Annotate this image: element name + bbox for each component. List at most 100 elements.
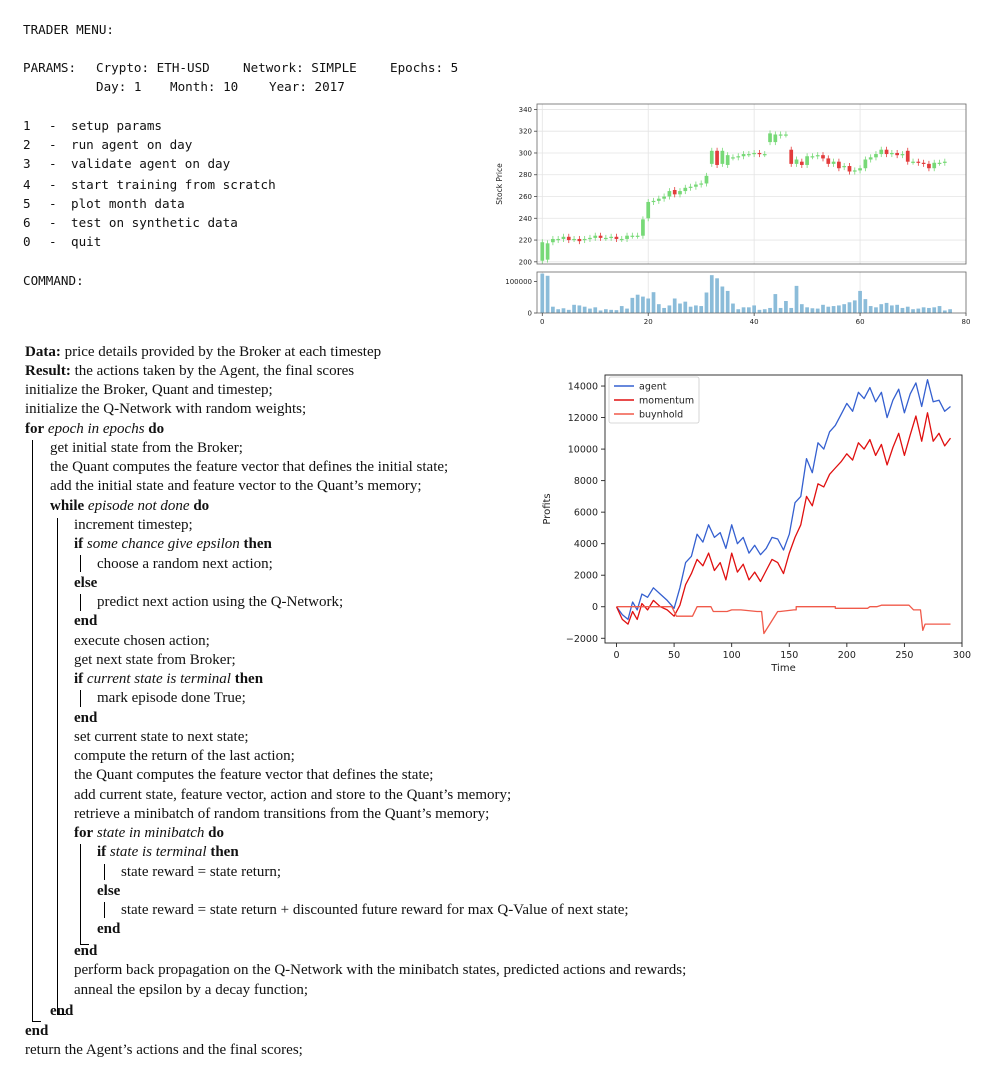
param-year: Year: 2017 [269,79,345,94]
volume-bar [614,310,619,313]
volume-bar [863,299,868,313]
keyword-do: do [193,498,210,514]
option-label: validate agent on day [71,156,231,171]
price-ytick-label: 260 [519,193,532,201]
candle [731,157,735,159]
option-number: 0 [23,234,31,249]
xtick-label: 150 [780,650,798,661]
algo-line: perform back propagation on the Q-Networ… [74,962,687,978]
volume-bar [874,307,878,313]
algo-line: choose a random next action; [97,556,273,572]
volume-bar [784,301,788,313]
volume-bar [757,309,762,313]
candle [609,236,614,238]
candle [794,159,799,164]
candle [694,184,698,187]
keyword-if: if [74,536,84,552]
volume-bar [794,285,799,313]
candle [741,154,746,157]
volume-bar [683,301,688,313]
candle [905,150,910,162]
volume-bar [789,307,794,313]
algo-line: state reward = state return; [121,864,282,880]
candle [752,152,757,155]
series-line-agent [615,379,951,621]
algo-line: initialize the Broker, Quant and timeste… [25,382,273,398]
volume-bar [731,303,735,313]
candle [842,166,847,168]
candle [725,155,730,165]
volume-bar [651,292,656,313]
result-text: the actions taken by the Agent, the fina… [70,363,355,379]
volume-bar [916,308,921,313]
ytick-label: 8000 [574,476,598,487]
option-number: 6 [23,215,31,230]
xtick-label: 300 [953,650,971,661]
option-label: test on synthetic data [71,215,238,230]
xtick-label: 100 [723,650,741,661]
volume-bar [805,307,809,313]
volume-bar [746,307,751,313]
candle [868,157,873,160]
volume-bar [879,304,884,313]
result-label: Result: [25,363,71,379]
algo-line: the Quant computes the feature vector th… [50,459,449,475]
candle [551,238,555,243]
keyword-do: do [208,825,224,841]
x-axis-label: Time [770,663,795,674]
volume-bar [921,307,926,313]
param-month: Month: 10 [170,79,239,94]
volume-bar [582,306,587,313]
keyword-for: for [74,825,94,841]
algo-line: get initial state from the Broker; [50,440,243,456]
volume-bar [630,297,635,313]
for-epoch-block-rule [32,440,41,1022]
while-condition: episode not done [84,498,194,514]
candle [900,154,905,156]
option-number: 4 [23,177,31,192]
volume-bar [868,306,873,313]
algo-for-epoch: for epoch in epochs do [25,420,164,439]
candle [874,154,878,158]
candle [656,198,661,201]
volume-bar [551,306,555,313]
candle [746,154,751,156]
candle [588,237,592,240]
volume-bar [609,309,614,313]
keyword-if: if [74,671,84,687]
volume-bar [641,296,645,313]
keyword-end: end [74,943,98,959]
candle [593,235,598,238]
volume-bar [635,294,640,313]
volume-ytick-label: 100000 [505,278,532,286]
candle [852,170,857,172]
candle [635,235,640,237]
algo-line: anneal the epsilon by a decay function; [74,982,309,998]
candle [667,191,672,197]
candle [927,163,931,169]
candle [614,236,619,239]
legend-label-agent: agent [639,382,667,393]
if-condition: state is terminal [106,844,211,860]
candle [545,243,550,260]
volume-bar [566,309,571,313]
candle [815,155,820,157]
ytick-label: 0 [592,602,598,613]
candle [837,161,841,169]
candle [736,156,741,158]
volume-bar [815,308,820,313]
ytick-label: 10000 [568,445,598,456]
algo-line: predict next action using the Q-Network; [97,594,344,610]
candle [641,219,645,236]
candle [773,134,778,143]
volume-panel-frame [536,271,967,314]
algo-if-chance: if some chance give epsilon then [74,535,272,554]
volume-bar [561,308,566,313]
option-dash: - [49,196,57,211]
xtick-label: 0 [540,318,544,326]
algo-line: set current state to next state; [74,729,249,745]
volume-bar [540,273,545,313]
candle [625,235,629,239]
option-number: 1 [23,118,31,133]
volume-bar [778,307,783,313]
